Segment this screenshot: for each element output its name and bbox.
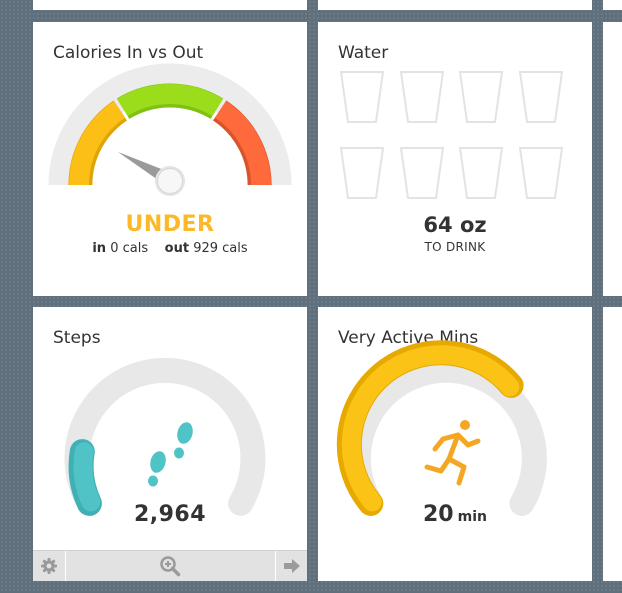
calories-in-out: in 0 cals out 929 cals (33, 241, 307, 256)
water-amount: 64 oz (423, 213, 487, 237)
water-tile[interactable]: Water 64 oz TO DRINK (318, 22, 592, 296)
steps-value: 2,964 (133, 502, 207, 527)
tile-toolbar (33, 550, 307, 581)
glass-icon (399, 71, 445, 123)
glass-icon (518, 147, 564, 199)
out-label: out (164, 241, 190, 256)
zoom-button[interactable] (66, 551, 274, 581)
glass-icon (339, 147, 385, 199)
active-unit: min (457, 509, 487, 525)
partial-tile-right-bottom (603, 307, 622, 581)
partial-tile-top-right (603, 0, 622, 10)
steps-gauge (64, 357, 266, 516)
calories-title: Calories In vs Out (53, 43, 204, 63)
water-subtitle: TO DRINK (424, 240, 486, 254)
running-person-icon (424, 420, 481, 486)
active-value: 20 (423, 502, 454, 527)
glass-icon (339, 71, 385, 123)
active-gauge (336, 340, 547, 516)
active-value-row: 20 min (318, 502, 592, 527)
calories-gauge (48, 63, 292, 196)
active-tile[interactable]: Very Active Mins 20 min (318, 307, 592, 581)
out-value: 929 cals (193, 241, 248, 256)
zoom-in-icon (160, 556, 181, 577)
calories-tile[interactable]: Calories In vs Out UNDER in 0 cals out 9… (33, 22, 307, 296)
water-glasses (339, 71, 564, 199)
calories-status: UNDER (125, 212, 215, 237)
settings-button[interactable] (33, 551, 66, 581)
arrow-right-icon (284, 559, 300, 573)
partial-tile-top-middle (318, 0, 592, 10)
water-title: Water (338, 43, 389, 63)
in-value: 0 cals (110, 241, 149, 256)
next-button[interactable] (275, 551, 308, 581)
steps-title: Steps (53, 328, 101, 348)
steps-track (64, 357, 266, 516)
in-label: in (92, 241, 107, 256)
partial-tile-top-left (33, 0, 307, 10)
footprints-icon (148, 422, 193, 487)
partial-tile-right-middle (603, 22, 622, 296)
glass-icon (399, 147, 445, 199)
glass-icon (458, 147, 504, 199)
steps-tile[interactable]: Steps 2,964 (33, 307, 307, 581)
gear-icon (41, 558, 57, 574)
glass-icon (458, 71, 504, 123)
glass-icon (518, 71, 564, 123)
